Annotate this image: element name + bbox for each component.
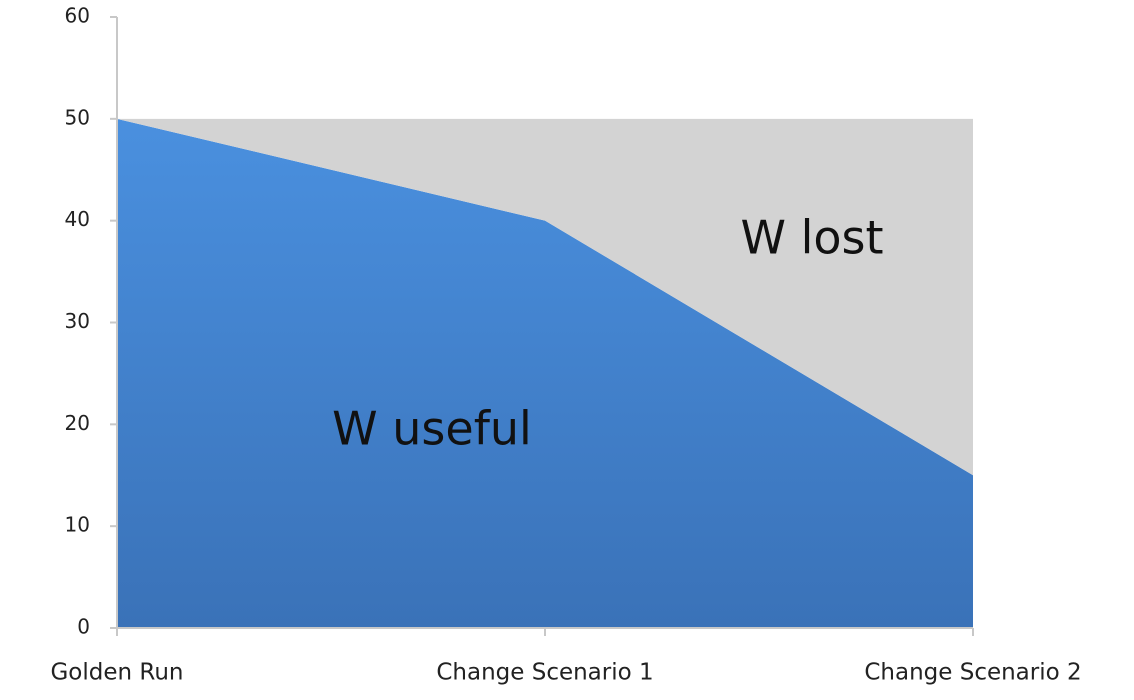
series-label-w-useful: W useful bbox=[332, 402, 532, 456]
x-tick-label: Change Scenario 2 bbox=[864, 660, 1081, 686]
area-w-useful bbox=[117, 118, 973, 628]
y-tick-label: 30 bbox=[65, 309, 90, 333]
y-tick-label: 20 bbox=[65, 411, 90, 435]
y-tick-label: 60 bbox=[65, 4, 90, 28]
y-tick-label: 10 bbox=[65, 513, 90, 537]
labels-layer: W useful W lost bbox=[332, 211, 883, 456]
y-tick-label: 40 bbox=[65, 207, 90, 231]
area-w-lost bbox=[117, 118, 973, 476]
x-tick-label: Golden Run bbox=[50, 660, 183, 686]
y-tick-label: 50 bbox=[65, 105, 90, 129]
y-tick-label: 0 bbox=[77, 615, 90, 639]
x-tick-label: Change Scenario 1 bbox=[436, 660, 653, 686]
areas-layer bbox=[117, 118, 973, 628]
series-label-w-lost: W lost bbox=[740, 211, 883, 265]
axes-layer: 0 10 20 30 40 50 60 Golden Run Change Scenario 1… bbox=[50, 4, 1081, 686]
